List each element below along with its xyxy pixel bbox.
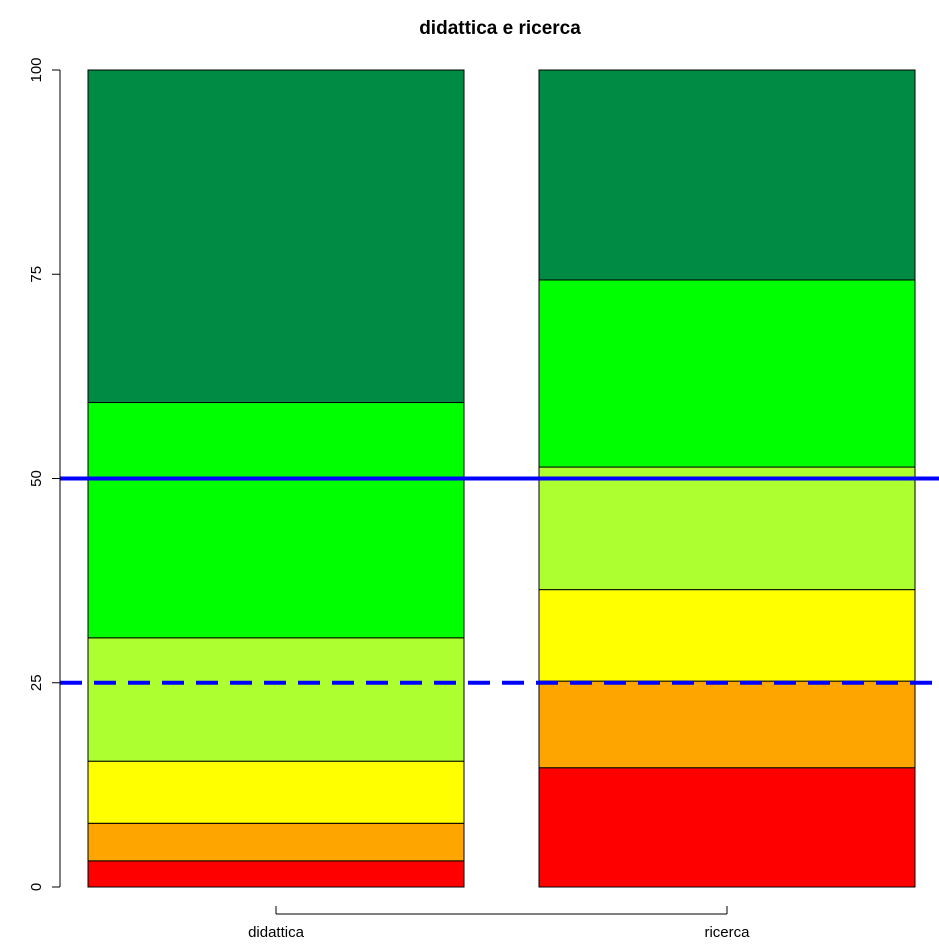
reference-lines-layer <box>60 476 939 685</box>
y-tick-label-50: 50 <box>28 470 45 487</box>
x-axis: didattica ricerca <box>248 906 750 941</box>
bar-segment-ricerca-2 <box>538 680 916 769</box>
x-tick-label-ricerca: ricerca <box>704 924 750 939</box>
bar-segment-ricerca-3 <box>538 589 916 682</box>
bar-segment-didattica-1 <box>87 860 465 888</box>
y-tick-label-100: 100 <box>28 57 45 82</box>
bar-segment-didattica-5 <box>87 402 465 639</box>
bar-segment-didattica-2 <box>87 822 465 862</box>
x-tick-label-didattica: didattica <box>248 924 305 939</box>
bars-layer <box>87 69 916 888</box>
bar-segment-ricerca-6 <box>538 69 916 281</box>
bar-segment-ricerca-5 <box>538 279 916 468</box>
y-tick-label-75: 75 <box>28 266 45 283</box>
y-tick-label-0: 0 <box>28 883 45 891</box>
bar-segment-ricerca-4 <box>538 466 916 591</box>
bar-segment-didattica-6 <box>87 69 465 404</box>
y-tick-label-25: 25 <box>28 674 45 691</box>
bar-segment-didattica-4 <box>87 637 465 762</box>
bar-segment-didattica-3 <box>87 760 465 824</box>
bar-segment-ricerca-1 <box>538 767 916 888</box>
y-axis: 0 25 50 75 100 <box>28 57 61 891</box>
chart-title: didattica e ricerca <box>419 18 581 39</box>
